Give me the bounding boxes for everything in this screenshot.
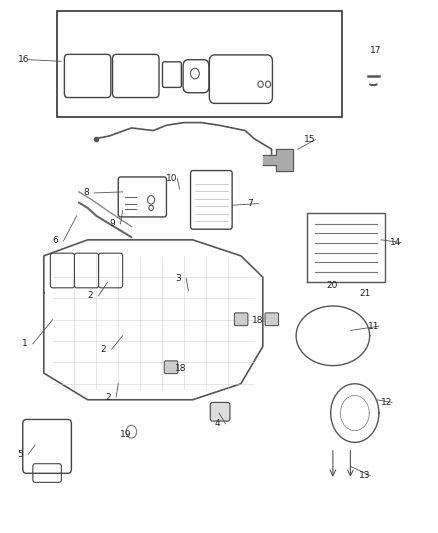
FancyBboxPatch shape xyxy=(164,361,178,374)
FancyBboxPatch shape xyxy=(234,313,248,326)
Text: 20: 20 xyxy=(326,281,338,289)
FancyBboxPatch shape xyxy=(265,313,279,326)
Text: 8: 8 xyxy=(83,189,89,197)
Text: 17: 17 xyxy=(370,46,381,55)
Text: 9: 9 xyxy=(110,220,115,228)
Text: 13: 13 xyxy=(359,471,371,480)
Text: 4: 4 xyxy=(215,419,220,428)
Text: 1: 1 xyxy=(22,340,28,348)
Text: 2: 2 xyxy=(88,292,93,300)
Text: 15: 15 xyxy=(304,135,316,144)
Text: 11: 11 xyxy=(368,322,379,330)
Polygon shape xyxy=(263,149,293,171)
Text: 10: 10 xyxy=(166,174,178,183)
Text: 19: 19 xyxy=(120,430,132,439)
Text: 14: 14 xyxy=(390,238,401,247)
Text: 3: 3 xyxy=(175,274,181,282)
Text: 16: 16 xyxy=(18,55,29,64)
Text: 2: 2 xyxy=(105,393,111,401)
FancyBboxPatch shape xyxy=(210,402,230,421)
Text: 5: 5 xyxy=(18,450,23,458)
Text: 18: 18 xyxy=(252,317,263,325)
FancyBboxPatch shape xyxy=(57,11,342,117)
Text: 2: 2 xyxy=(101,345,106,353)
Text: 6: 6 xyxy=(53,237,58,245)
Text: 21: 21 xyxy=(359,289,371,297)
Text: 18: 18 xyxy=(175,365,187,373)
Text: 12: 12 xyxy=(381,398,392,407)
Text: 7: 7 xyxy=(247,199,253,208)
